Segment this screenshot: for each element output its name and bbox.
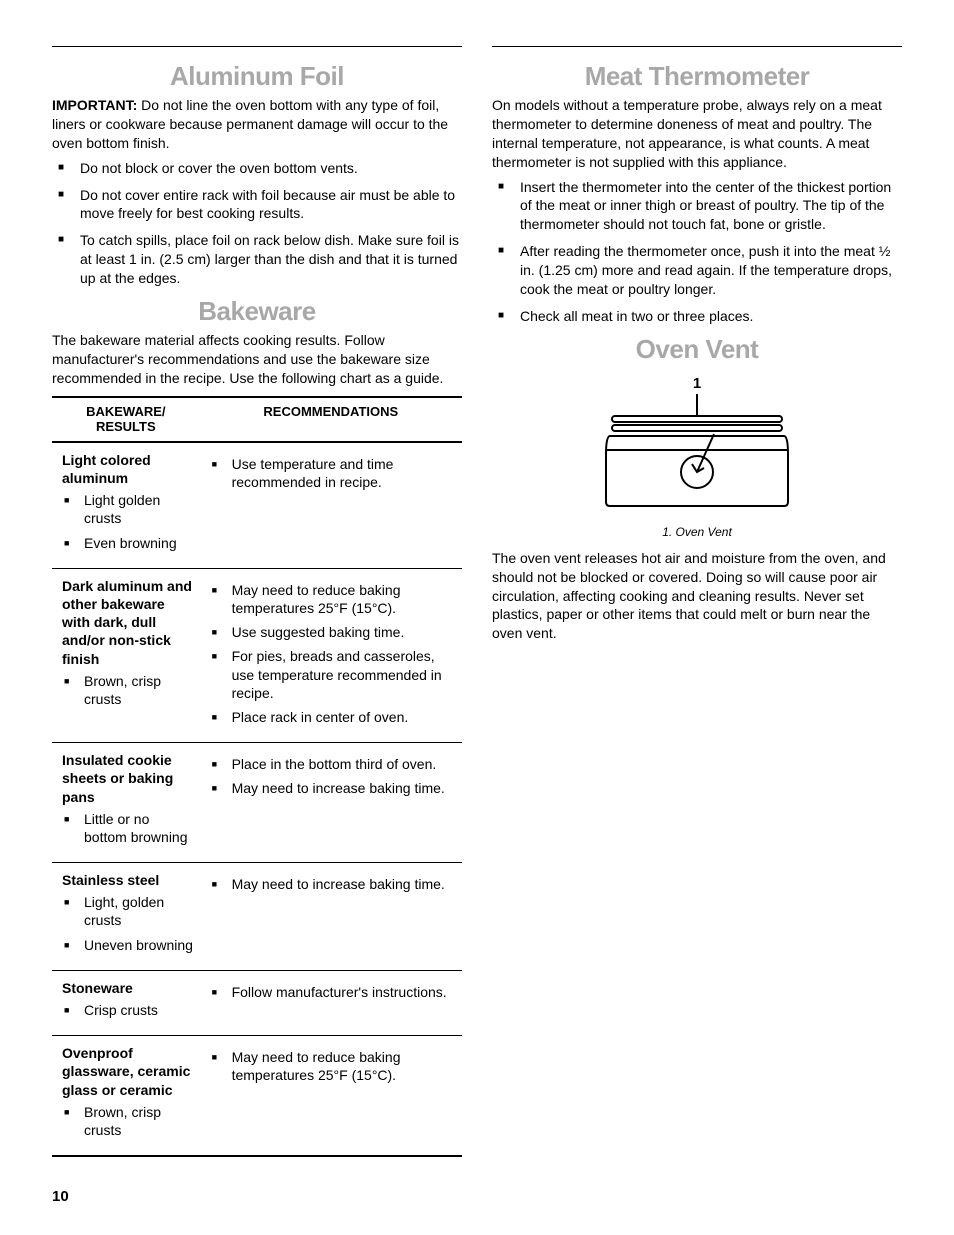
vent-caption: 1. Oven Vent (492, 525, 902, 539)
bw-rec: May need to reduce baking temperatures 2… (204, 1048, 458, 1084)
bw-title: Dark aluminum and other bakeware with da… (56, 577, 196, 668)
right-column: Meat Thermometer On models without a tem… (492, 55, 902, 1157)
bw-title: Insulated cookie sheets or baking pans (56, 751, 196, 806)
bw-result: Uneven browning (56, 936, 196, 954)
bw-rec: May need to increase baking time. (204, 779, 458, 797)
bw-rec: May need to increase baking time. (204, 875, 458, 893)
bw-rec: Place in the bottom third of oven. (204, 755, 458, 773)
vent-label-1: 1 (492, 375, 902, 392)
bw-result: Brown, crisp crusts (56, 1103, 196, 1139)
aluminum-title: Aluminum Foil (52, 61, 462, 92)
bw-title: Stoneware (56, 979, 196, 997)
bw-result: Little or no bottom browning (56, 810, 196, 846)
bw-recs: Follow manufacturer's instructions. (204, 983, 458, 1001)
cell-right: Use temperature and time recommended in … (200, 442, 462, 568)
meat-intro: On models without a temperature probe, a… (492, 96, 902, 172)
bw-rec: Use temperature and time recommended in … (204, 455, 458, 491)
cell-right: May need to reduce baking temperatures 2… (200, 568, 462, 742)
cell-left: Ovenproof glassware, ceramic glass or ce… (52, 1036, 200, 1156)
vent-title: Oven Vent (492, 334, 902, 365)
bw-recs: Place in the bottom third of oven. May n… (204, 755, 458, 797)
bw-title: Ovenproof glassware, ceramic glass or ce… (56, 1044, 196, 1099)
th-right: RECOMMENDATIONS (200, 397, 462, 442)
meat-title: Meat Thermometer (492, 61, 902, 92)
bw-rec: Follow manufacturer's instructions. (204, 983, 458, 1001)
cell-right: May need to reduce baking temperatures 2… (200, 1036, 462, 1156)
cell-left: Light colored aluminum Light golden crus… (52, 442, 200, 568)
table-row: Dark aluminum and other bakeware with da… (52, 568, 462, 742)
content-columns: Aluminum Foil IMPORTANT: Do not line the… (52, 47, 902, 1157)
cell-right: May need to increase baking time. (200, 863, 462, 971)
bakeware-title: Bakeware (52, 296, 462, 327)
bw-results: Crisp crusts (56, 1001, 196, 1019)
table-row: Insulated cookie sheets or baking pans L… (52, 743, 462, 863)
bw-results: Brown, crisp crusts (56, 1103, 196, 1139)
th-left: BAKEWARE/ RESULTS (52, 397, 200, 442)
bw-rec: Place rack in center of oven. (204, 708, 458, 726)
bw-rec: For pies, breads and casseroles, use tem… (204, 647, 458, 702)
table-row: Stainless steel Light, golden crusts Une… (52, 863, 462, 971)
vent-text: The oven vent releases hot air and moist… (492, 549, 902, 643)
bw-title: Stainless steel (56, 871, 196, 889)
table-row: Stoneware Crisp crusts Follow manufactur… (52, 970, 462, 1035)
cell-left: Insulated cookie sheets or baking pans L… (52, 743, 200, 863)
bw-results: Light, golden crusts Uneven browning (56, 893, 196, 954)
cell-left: Stainless steel Light, golden crusts Une… (52, 863, 200, 971)
oven-vent-icon (602, 394, 792, 514)
aluminum-bullet: Do not block or cover the oven bottom ve… (52, 159, 462, 178)
bw-result: Light, golden crusts (56, 893, 196, 929)
bw-result: Crisp crusts (56, 1001, 196, 1019)
table-row: Light colored aluminum Light golden crus… (52, 442, 462, 568)
bw-recs: May need to increase baking time. (204, 875, 458, 893)
cell-left: Dark aluminum and other bakeware with da… (52, 568, 200, 742)
bw-results: Light golden crusts Even browning (56, 491, 196, 552)
meat-bullets: Insert the thermometer into the center o… (492, 178, 902, 326)
cell-left: Stoneware Crisp crusts (52, 970, 200, 1035)
table-row: Ovenproof glassware, ceramic glass or ce… (52, 1036, 462, 1156)
bw-recs: Use temperature and time recommended in … (204, 455, 458, 491)
aluminum-important: IMPORTANT: Do not line the oven bottom w… (52, 96, 462, 153)
aluminum-bullets: Do not block or cover the oven bottom ve… (52, 159, 462, 288)
page: Aluminum Foil IMPORTANT: Do not line the… (0, 0, 954, 1235)
left-column: Aluminum Foil IMPORTANT: Do not line the… (52, 55, 462, 1157)
meat-bullet: Insert the thermometer into the center o… (492, 178, 902, 235)
cell-right: Place in the bottom third of oven. May n… (200, 743, 462, 863)
important-label: IMPORTANT: (52, 97, 137, 113)
bw-results: Brown, crisp crusts (56, 672, 196, 708)
bw-recs: May need to reduce baking temperatures 2… (204, 1048, 458, 1084)
cell-right: Follow manufacturer's instructions. (200, 970, 462, 1035)
vent-figure: 1 (492, 375, 902, 539)
rule-right (492, 46, 902, 47)
bakeware-table: BAKEWARE/ RESULTS RECOMMENDATIONS Light … (52, 396, 462, 1157)
bw-results: Little or no bottom browning (56, 810, 196, 846)
bw-rec: May need to reduce baking temperatures 2… (204, 581, 458, 617)
bw-rec: Use suggested baking time. (204, 623, 458, 641)
bw-result: Brown, crisp crusts (56, 672, 196, 708)
bakeware-intro: The bakeware material affects cooking re… (52, 331, 462, 388)
bw-title: Light colored aluminum (56, 451, 196, 487)
aluminum-bullet: Do not cover entire rack with foil becau… (52, 186, 462, 224)
page-number: 10 (52, 1188, 69, 1205)
meat-bullet: After reading the thermometer once, push… (492, 242, 902, 299)
bw-result: Even browning (56, 534, 196, 552)
rule-left (52, 46, 462, 47)
aluminum-bullet: To catch spills, place foil on rack belo… (52, 231, 462, 288)
bw-result: Light golden crusts (56, 491, 196, 527)
meat-bullet: Check all meat in two or three places. (492, 307, 902, 326)
bw-recs: May need to reduce baking temperatures 2… (204, 581, 458, 726)
